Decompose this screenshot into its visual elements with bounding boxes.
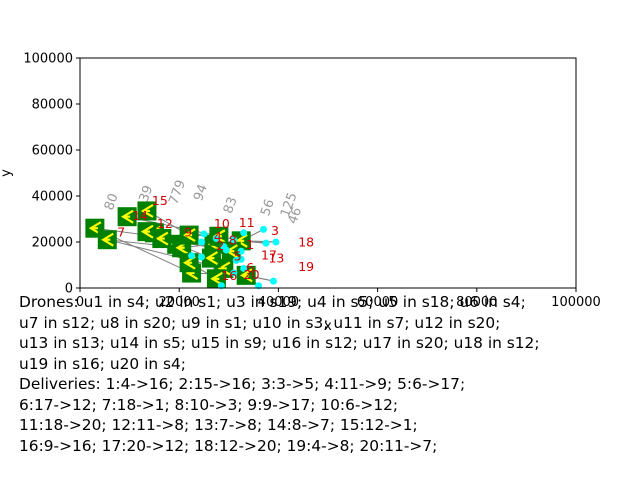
x-axis-label: x [324,319,332,334]
drone-label: 6 [246,260,254,275]
client-marker [237,247,245,255]
drone-label: 1 [246,237,254,252]
y-tick-label: 100000 [23,52,73,67]
y-tick-label: 80000 [32,98,73,113]
client-marker [240,229,248,237]
x-tick-label: 100000 [551,295,601,310]
drone-label: 7 [117,224,125,239]
x-tick-label: 80000 [456,295,497,310]
drone-label: 3 [271,223,279,238]
rotated-label: 83 [221,195,241,216]
client-marker [222,246,230,254]
drone-arrow-icon [217,261,231,276]
client-marker [200,230,208,238]
y-tick-label: 40000 [32,190,73,205]
client-marker [232,256,240,264]
rotated-label: 39 [137,184,157,205]
drone-label: 17 [261,247,277,262]
drone-label: 16 [221,268,237,283]
drone-label: 12 [157,216,173,231]
drone-label: 18 [298,235,314,250]
client-marker [217,282,225,290]
drone-label: 8 [229,232,237,247]
rotated-label: 94 [191,182,211,203]
stations-layer [85,201,256,289]
x-tick-label: 60000 [357,295,398,310]
drone-arrow-icon [155,231,169,246]
drone-arrow-icon [235,233,248,248]
drone-label: 13 [268,251,284,266]
client-marker [262,239,270,247]
caption-line: u19 in s16; u20 in s4; [19,354,186,373]
drone-arrow-icon [210,271,223,286]
drone-label: 11 [239,215,255,230]
y-axis-label: y [0,169,14,177]
drone-label: 19 [298,259,314,274]
rotated-label: 80 [102,192,122,213]
drone-label: 4 [214,229,222,244]
client-marker [198,253,206,261]
drone-arrow-icon [120,209,134,224]
y-tick-label: 60000 [32,144,73,159]
rotated-label: 56 [258,197,278,218]
drone-arrow-icon [101,232,114,247]
drone-arrow-icon [205,251,219,266]
drone-arrow-icon [140,204,154,218]
drone-label: 10 [214,216,230,231]
x-tick-label: 0 [76,295,84,310]
rotated-label: 46 [285,205,305,226]
caption-line: 11:18->20; 12:11->8; 13:7->8; 14:8->7; 1… [19,416,418,434]
drone-label: 9 [184,224,192,239]
client-marker [188,252,196,260]
caption-line: u7 in s12; u8 in s20; u9 in s1; u10 in s… [19,313,501,332]
caption-line: Deliveries: 1:4->16; 2:15->16; 3:3->5; 4… [19,375,466,393]
x-tick-label: 20000 [159,295,200,310]
client-marker [255,282,263,290]
drone-label: 15 [152,193,168,208]
y-tick-label: 0 [65,282,73,297]
client-marker [198,238,206,246]
caption-line: Drones: u1 in s4; u2 in s1; u3 in s19; u… [19,293,526,311]
client-marker [230,236,238,244]
drone-arrow-icon [240,268,253,283]
x-tick-label: 40000 [258,295,299,310]
client-marker [212,235,220,243]
client-marker [272,238,280,246]
drone-label: 2 [216,238,224,253]
axes-layer: 0 20000 40000 60000 80000 100000 0 20000 40000 60… [23,52,600,311]
drone-arrow-icon [88,221,102,236]
caption-line: 6:17->12; 7:18->1; 8:10->3; 9:9->17; 10:… [19,395,399,414]
clients-layer [188,225,280,290]
drone-label: 14 [132,208,148,223]
client-marker [240,264,248,272]
client-marker [230,269,238,277]
plot-frame [79,57,577,289]
client-marker [269,277,277,285]
client-marker [260,225,268,233]
caption-line: 16:9->16; 17:20->12; 18:12->20; 19:4->8;… [19,436,438,455]
drone-label: 5 [234,248,242,263]
drone-arrow-icon [140,224,154,239]
caption: Drones: u1 in s4; u2 in s1; u3 in s19; u… [19,292,619,456]
drone-label: 20 [244,267,260,282]
caption-line: u13 in s13; u14 in s5; u15 in s9; u16 in… [19,334,540,352]
plot-background [80,58,576,288]
drone-arrow-icon [182,228,196,243]
y-tick-label: 20000 [32,236,73,251]
